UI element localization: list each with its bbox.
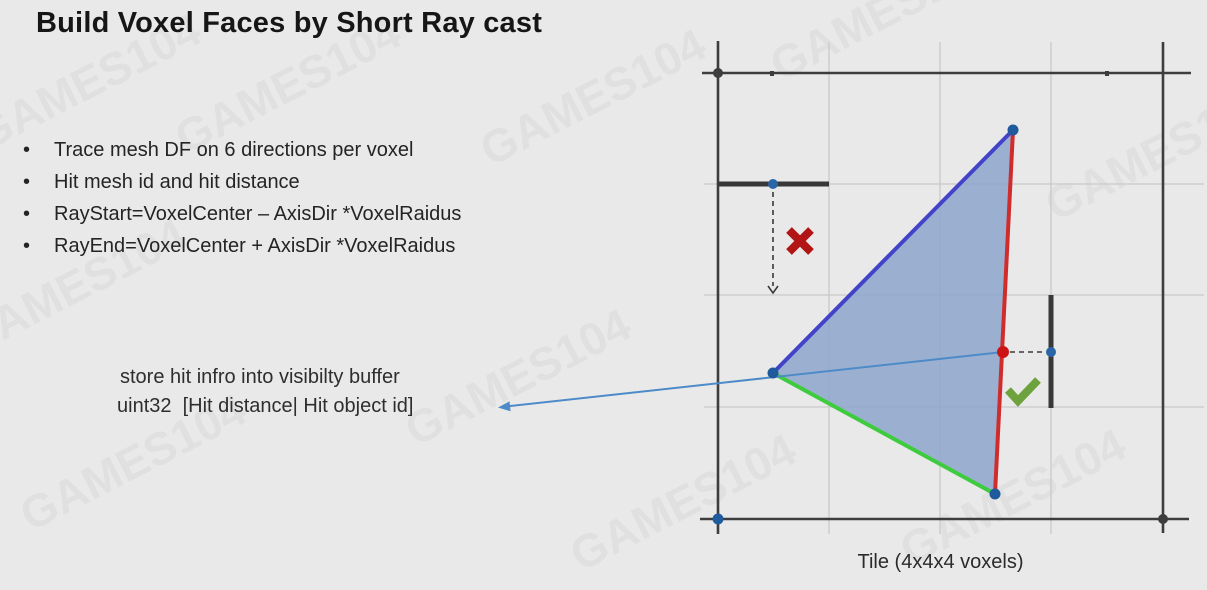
triangle-edge-green xyxy=(771,371,997,496)
vertex-dot xyxy=(767,367,779,379)
bullet-item: Trace mesh DF on 6 directions per voxel xyxy=(23,134,461,166)
vertex-dot xyxy=(1007,124,1019,136)
voxel-center-dot xyxy=(768,179,778,189)
tile-border xyxy=(700,41,1191,534)
hit-check-icon xyxy=(1005,377,1041,407)
hit-point-dot xyxy=(997,346,1009,358)
page-title: Build Voxel Faces by Short Ray cast xyxy=(36,7,543,39)
miss-ray-probe xyxy=(718,179,829,295)
bullet-item: Hit mesh id and hit distance xyxy=(23,166,461,198)
visibility-buffer-note: store hit infro into visibilty buffer xyxy=(120,366,400,388)
tile-tick xyxy=(770,71,774,76)
callout-arrowhead-icon xyxy=(498,401,511,412)
bullet-item: RayStart=VoxelCenter – AxisDir *VoxelRai… xyxy=(23,198,461,230)
triangle-edge-blue xyxy=(771,128,1015,375)
cross-stroke xyxy=(786,227,814,255)
voxel-center-dot xyxy=(1046,347,1056,357)
triangle-edge-red xyxy=(993,128,1015,496)
triangle-fill xyxy=(773,130,1013,494)
tile-corner-dot-blue xyxy=(712,513,724,525)
ray-arrowhead-icon xyxy=(767,285,779,295)
bullet-item: RayEnd=VoxelCenter + AxisDir *VoxelRaidu… xyxy=(23,230,461,262)
tile-corner-dot xyxy=(1158,514,1168,524)
callout-arrow xyxy=(498,351,1004,412)
mesh-triangle xyxy=(771,128,1015,496)
bullet-list: Trace mesh DF on 6 directions per voxel … xyxy=(23,134,461,262)
tile-caption: Tile (4x4x4 voxels) xyxy=(857,551,1024,573)
hit-ray-probe xyxy=(997,295,1056,408)
vertex-dot xyxy=(989,488,1001,500)
miss-cross-icon xyxy=(786,227,814,255)
tile-tick xyxy=(1105,71,1109,76)
triangle-vertices xyxy=(767,124,1019,500)
callout-line xyxy=(505,351,1004,408)
uint32-layout-note: uint32 [Hit distance| Hit object id] xyxy=(117,395,414,417)
tile-corner-dot xyxy=(713,68,723,78)
